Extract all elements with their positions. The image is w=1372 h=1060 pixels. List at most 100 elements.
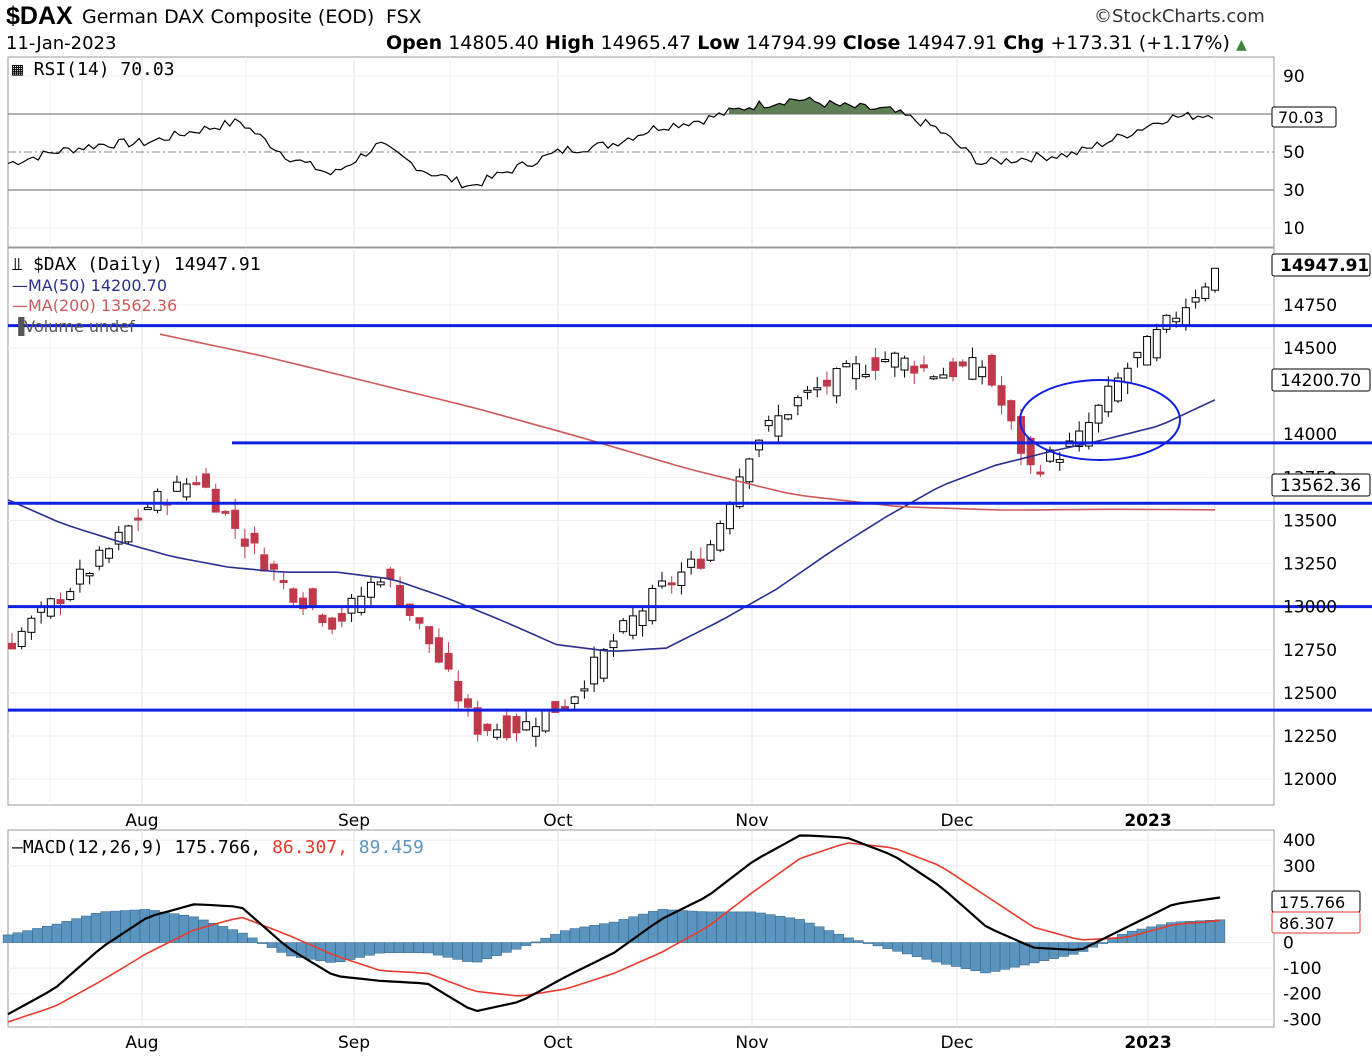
candle-body	[929, 376, 938, 380]
symbol-title: $DAX	[6, 2, 73, 30]
x-tick-label: Dec	[941, 811, 974, 831]
candle-body	[919, 364, 928, 369]
macd-histogram-bar	[960, 942, 972, 969]
price-tick-label: 12750	[1283, 641, 1337, 661]
macd-histogram-bar	[814, 926, 825, 943]
candle-body	[260, 554, 269, 572]
open-label: Open	[386, 32, 443, 54]
candle-body	[512, 716, 521, 734]
candle-body	[987, 354, 996, 386]
price-value-tag	[1271, 368, 1371, 392]
rsi-title: ▦ RSI(14) 70.03	[12, 59, 175, 80]
price-tick-label: 13500	[1283, 511, 1337, 531]
macd-histogram-bar	[22, 930, 33, 943]
candle-body	[968, 357, 977, 380]
candle-body	[958, 361, 967, 367]
macd-value-label: 86.307	[1279, 914, 1335, 933]
price-tick-label: 14500	[1283, 339, 1337, 359]
macd-histogram-bar	[589, 925, 600, 943]
candle-body	[114, 531, 123, 545]
macd-histogram-bar	[823, 930, 835, 943]
ma200-legend: —MA(200) 13562.36	[12, 296, 177, 315]
candle-body	[299, 597, 308, 610]
macd-tick-label: -200	[1283, 985, 1322, 1005]
candle-body	[900, 357, 909, 371]
rsi-value-label: 70.03	[1278, 108, 1324, 127]
macd-histogram-bar	[413, 942, 424, 954]
macd-histogram-bar	[540, 937, 551, 943]
macd-histogram-bar	[90, 913, 102, 943]
candle-body	[939, 374, 948, 379]
candle-body	[619, 620, 628, 633]
candle-body	[541, 709, 550, 732]
macd-histogram-bar	[559, 930, 571, 943]
panel-frames	[7, 56, 1275, 1028]
candle-body	[328, 617, 337, 630]
high-label: High	[544, 32, 595, 54]
candle-body	[1075, 430, 1084, 447]
copyright-text[interactable]: ©StockCharts.com	[1094, 6, 1265, 27]
macd-histogram-bar	[501, 942, 512, 953]
candle-body	[269, 563, 278, 570]
chg-up-icon: ▲	[1235, 37, 1247, 53]
close-value: 14947.91	[906, 32, 998, 54]
macd-histogram-bar	[530, 941, 541, 944]
candle-body	[658, 580, 667, 587]
candle-body	[1036, 471, 1045, 475]
macd-histogram-bar	[432, 942, 444, 956]
candle-body	[153, 490, 162, 511]
chg-label: Chg	[1003, 32, 1045, 54]
macd-histogram-bar	[735, 911, 747, 943]
macd-histogram-bar	[618, 919, 629, 943]
macd-histogram-bar	[882, 942, 893, 949]
candle-body	[1084, 422, 1093, 447]
candle-body	[1172, 317, 1181, 323]
candle-body	[1162, 314, 1171, 330]
macd-histogram-bar	[784, 917, 796, 943]
candle-body	[75, 568, 84, 585]
macd-histogram-bar	[862, 942, 874, 944]
candle-body	[85, 572, 94, 577]
macd-histogram-bar	[71, 918, 82, 943]
macd-histogram-bar	[1195, 920, 1206, 943]
candle-body	[27, 617, 36, 633]
macd-histogram-bar	[550, 934, 561, 943]
macd-panel: —MACD(12,26,9) 175.766, 86.307, 89.459	[2, 834, 1226, 1023]
macd-histogram-bar	[462, 942, 473, 962]
macd-line	[7, 834, 1221, 1016]
candle-body	[105, 548, 114, 559]
macd-histogram-bar	[892, 942, 903, 952]
macd-histogram-bar	[227, 929, 238, 943]
candle-body	[1191, 297, 1200, 303]
macd-tick-label: -100	[1283, 959, 1322, 979]
macd-histogram-bar	[794, 919, 805, 943]
candle-body	[8, 642, 16, 650]
macd-title: —MACD(12,26,9) 175.766, 86.307, 89.459	[12, 837, 424, 858]
candle-body	[405, 603, 414, 616]
price-value-tag	[1271, 253, 1371, 277]
x-tick-label: Aug	[125, 811, 158, 831]
candle-body	[580, 688, 589, 692]
candle-body	[483, 723, 492, 732]
candle-body	[1055, 458, 1064, 463]
candle-body	[202, 473, 211, 488]
candle-body	[279, 580, 288, 584]
rsi-overbought-fill	[718, 97, 1193, 114]
macd-histogram-bar	[599, 923, 610, 943]
candle-body	[415, 617, 424, 624]
price-tick-label: 13250	[1283, 555, 1337, 575]
price-tick-label: 12000	[1283, 770, 1337, 790]
rsi-tick-label: 30	[1283, 181, 1305, 201]
macd-tick-label: 300	[1283, 857, 1315, 877]
macd-histogram-bar	[941, 942, 952, 965]
candle-body	[609, 640, 618, 649]
candle-body	[725, 503, 734, 530]
macd-histogram-bar	[354, 942, 366, 958]
candle-body	[182, 483, 191, 498]
candle-body	[687, 558, 696, 568]
x-tick-label: Oct	[543, 811, 573, 831]
macd-histogram-bar	[1205, 920, 1216, 943]
macd-histogram-bar	[442, 942, 453, 958]
macd-histogram-bar	[569, 928, 581, 943]
